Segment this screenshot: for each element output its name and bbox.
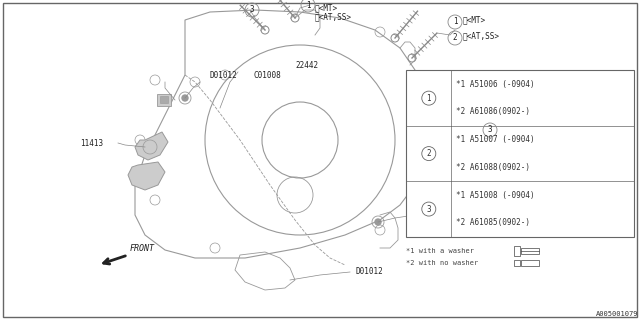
Bar (160, 96, 168, 103)
Text: 1: 1 (306, 1, 310, 10)
Text: A005001079: A005001079 (595, 311, 638, 317)
Text: 1: 1 (426, 94, 431, 103)
Text: FRONT: FRONT (130, 244, 155, 253)
Text: *2 A61085(0902-): *2 A61085(0902-) (456, 219, 530, 228)
Polygon shape (135, 132, 168, 160)
Text: ②<AT,SS>: ②<AT,SS> (463, 31, 500, 41)
Bar (522, 260, 540, 266)
Text: *2 A61088(0902-): *2 A61088(0902-) (456, 163, 530, 172)
Text: D01012: D01012 (355, 268, 383, 276)
Text: D01012: D01012 (210, 71, 237, 80)
Circle shape (182, 95, 188, 101)
Text: 3: 3 (488, 125, 492, 134)
Text: C01008: C01008 (253, 71, 281, 80)
Polygon shape (128, 162, 165, 190)
Text: *2 with no washer: *2 with no washer (406, 260, 479, 266)
Circle shape (375, 219, 381, 225)
Text: 3: 3 (426, 204, 431, 213)
Text: *2 A61086(0902-): *2 A61086(0902-) (456, 108, 530, 116)
Text: 11413: 11413 (80, 139, 103, 148)
Bar (157, 94, 171, 106)
Bar (522, 248, 540, 254)
Text: 22442: 22442 (295, 61, 318, 70)
Text: *1 A51007 (-0904): *1 A51007 (-0904) (456, 135, 535, 144)
Bar (515, 246, 520, 256)
Text: *1 A51006 (-0904): *1 A51006 (-0904) (456, 80, 535, 89)
Bar (406, 70, 634, 237)
Bar (515, 260, 520, 266)
Text: *1 A51008 (-0904): *1 A51008 (-0904) (456, 191, 535, 200)
Text: *1 with a washer: *1 with a washer (406, 248, 474, 254)
Text: ①<MT>: ①<MT> (315, 3, 338, 12)
Text: C01008: C01008 (420, 211, 448, 220)
Text: 2: 2 (452, 34, 458, 43)
Text: ①<MT>: ①<MT> (463, 15, 486, 25)
Text: 3: 3 (250, 5, 254, 14)
Text: ③<AT,SS>: ③<AT,SS> (315, 12, 352, 21)
Text: 1: 1 (452, 18, 458, 27)
Text: 2: 2 (426, 149, 431, 158)
